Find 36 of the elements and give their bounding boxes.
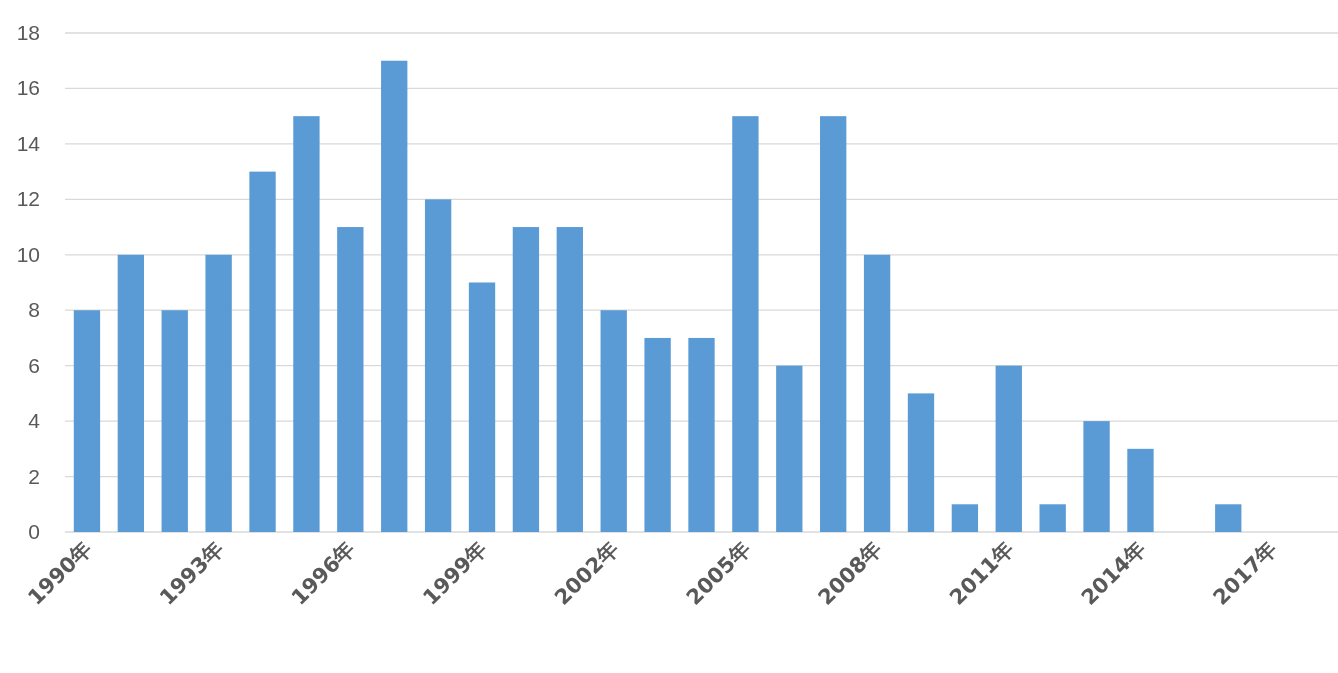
bar [468,282,496,532]
bar [600,310,627,532]
bar [995,365,1022,532]
bar [1127,448,1154,532]
y-tick-label: 6 [28,353,40,377]
bar [776,365,803,532]
bar [863,254,891,532]
bar [907,393,935,532]
bar [512,227,540,532]
bar [951,504,979,532]
y-tick-label: 12 [16,187,40,211]
y-tick-label: 4 [28,409,41,433]
bar [161,310,188,532]
bar [117,254,145,532]
bar [1083,421,1110,532]
bar [381,60,408,532]
y-tick-label: 10 [16,242,40,266]
bar [1039,504,1066,532]
y-tick-label: 2 [28,464,40,488]
bar [644,337,671,532]
bar [73,310,101,532]
bar [688,337,715,532]
bar [732,116,759,532]
bar [337,227,364,532]
bar [1215,504,1242,532]
bar [249,171,276,532]
y-tick-label: 16 [16,76,40,100]
bar [293,116,320,532]
bar [424,199,452,532]
bar [205,254,232,532]
y-tick-label: 14 [16,131,41,155]
y-tick-label: 0 [28,520,40,543]
bar [820,116,847,532]
bar [556,227,583,532]
y-tick-label: 8 [28,298,40,322]
y-tick-label: 18 [16,21,40,44]
